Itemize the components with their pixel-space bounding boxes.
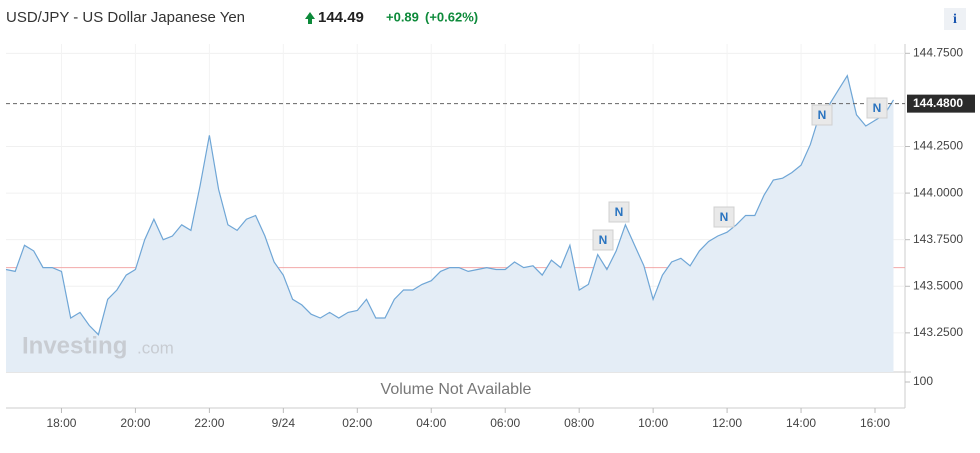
y-tick-label: 144.2500 (913, 139, 963, 153)
news-marker-label: N (599, 233, 608, 247)
volume-tick-label: 100 (913, 374, 933, 388)
news-marker-label: N (818, 108, 827, 122)
change: +0.89 (386, 9, 419, 24)
x-tick-label: 08:00 (564, 416, 594, 430)
last-price-box (907, 94, 975, 113)
news-marker-label: N (720, 210, 729, 224)
news-marker (866, 97, 888, 119)
title: USD/JPY - US Dollar Japanese Yen (6, 9, 245, 26)
x-tick-label: 9/24 (272, 416, 296, 430)
x-tick-label: 12:00 (712, 416, 742, 430)
x-tick-label: 10:00 (638, 416, 668, 430)
news-marker (608, 201, 630, 223)
y-tick-label: 144.0000 (913, 185, 963, 199)
x-tick-label: 16:00 (860, 416, 890, 430)
info-button[interactable] (944, 8, 966, 30)
y-tick-label: 143.7500 (913, 232, 963, 246)
x-tick-label: 02:00 (342, 416, 372, 430)
line (5, 74, 895, 336)
y-tick-label: 143.2500 (913, 325, 963, 339)
volume-label: Volume Not Available (381, 381, 532, 398)
price: 144.49 (318, 9, 364, 26)
last-price-label: 144.4800 (913, 96, 963, 110)
plot (5, 44, 975, 413)
news-marker-label: N (873, 101, 882, 115)
info-icon[interactable]: i (953, 12, 957, 27)
x-tick-label: 18:00 (46, 416, 76, 430)
news-marker-label: N (615, 205, 624, 219)
news-marker (592, 229, 614, 251)
x-tick-label: 20:00 (120, 416, 150, 430)
news-marker (811, 104, 833, 126)
watermark-brand: Investing (22, 332, 127, 359)
watermark-suffix: .com (137, 338, 174, 357)
news-marker (713, 206, 735, 228)
y-tick-label: 143.5000 (913, 278, 963, 292)
x-tick-label: 04:00 (416, 416, 446, 430)
y-tick-label: 144.7500 (913, 45, 963, 59)
area (6, 75, 894, 372)
x-tick-label: 14:00 (786, 416, 816, 430)
x-tick-label: 06:00 (490, 416, 520, 430)
change-pct: (+0.62%) (425, 9, 478, 24)
x-tick-label: 22:00 (194, 416, 224, 430)
up-arrow (305, 12, 315, 24)
